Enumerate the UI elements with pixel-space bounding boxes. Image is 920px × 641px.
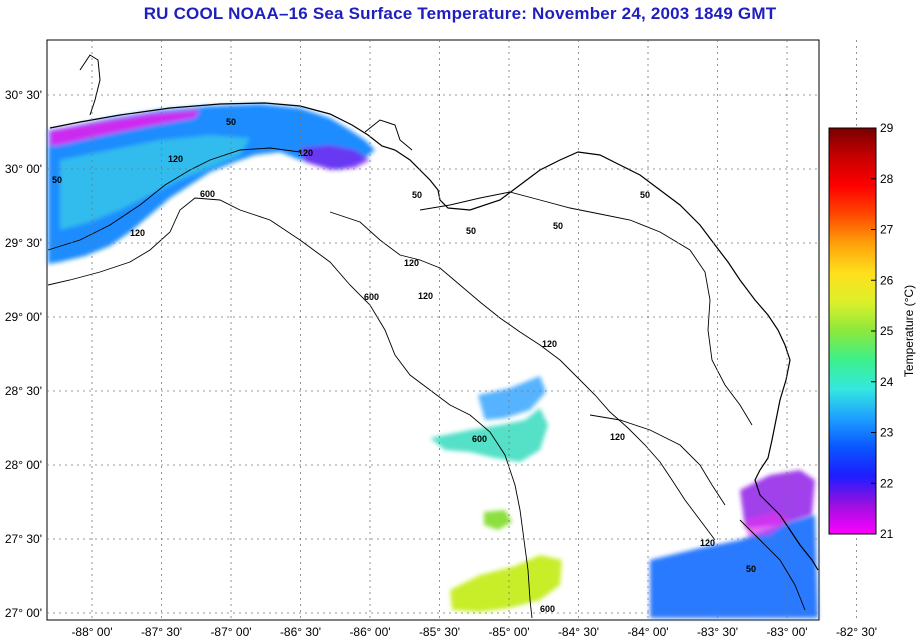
latitude-label: 27° 30': [5, 532, 42, 546]
latitude-label: 28° 00': [5, 458, 42, 472]
contour-label: 50: [412, 190, 422, 200]
latitude-label: 30° 00': [5, 162, 42, 176]
contour-label: 600: [472, 434, 487, 444]
longitude-label: -83° 00': [766, 625, 807, 639]
coastline: [49, 102, 819, 571]
sst-patch-south-yellow: [450, 555, 562, 612]
contour-label: 50: [226, 117, 236, 127]
longitude-label: -87° 00': [210, 625, 251, 639]
longitude-label: -86° 00': [349, 625, 390, 639]
longitude-label: -82° 30': [836, 625, 877, 639]
colorbar-tick-label: 21: [880, 527, 894, 541]
map-title: RU COOL NOAA–16 Sea Surface Temperature:…: [143, 4, 777, 23]
contour-label: 120: [168, 154, 183, 164]
contour-label: 600: [364, 292, 379, 302]
longitude-label: -86° 30': [280, 625, 321, 639]
longitude-labels: -88° 00' -87° 30' -87° 00' -86° 30' -86° 00'…: [71, 625, 877, 639]
contour-label: 50: [52, 175, 62, 185]
sst-patch-south: [484, 510, 512, 530]
bay-outline: [79, 54, 413, 151]
contour-label: 50: [553, 221, 563, 231]
sst-patch-coast-cold: [745, 512, 790, 536]
sst-swath-panhandle-cold-east: [300, 145, 370, 170]
sst-patch-tampa: [650, 515, 818, 618]
contour-label: 50: [640, 190, 650, 200]
longitude-label: -83° 30': [697, 625, 738, 639]
sst-swath-panhandle-warm: [60, 135, 250, 230]
contour-label: 600: [540, 604, 555, 614]
contour-label: 120: [130, 228, 145, 238]
sst-patch-shelf: [430, 408, 548, 462]
contour-label: 50: [746, 564, 756, 574]
colorbar-tick-label: 28: [880, 172, 894, 186]
contour-label: 120: [298, 148, 313, 158]
contour-label: 120: [700, 538, 715, 548]
latitude-labels: 30° 30' 30° 00' 29° 30' 29° 00' 28° 30' 28° 0…: [5, 88, 42, 620]
sst-patch-shelf-blue: [478, 376, 546, 420]
contour-labels: 50 50 120 120 120 600 50 50 50 120 600 1…: [52, 117, 756, 614]
colorbar-tick-label: 25: [880, 324, 894, 338]
contour-label: 120: [418, 291, 433, 301]
longitude-label: -88° 00': [71, 625, 112, 639]
colorbar-tick-label: 27: [880, 223, 894, 237]
sst-swath-panhandle-cold: [50, 110, 200, 146]
contour-label: 120: [542, 339, 557, 349]
latitude-label: 29° 00': [5, 310, 42, 324]
latitude-label: 30° 30': [5, 88, 42, 102]
longitude-label: -85° 00': [488, 625, 529, 639]
colorbar: 29 28 27 26 25 24 23 22 21 Temperature (°C): [828, 121, 916, 541]
colorbar-tick-label: 24: [880, 375, 894, 389]
contour-label: 600: [200, 189, 215, 199]
colorbar-tick-label: 26: [880, 273, 894, 287]
colorbar-label: Temperature (°C): [902, 285, 916, 377]
latitude-label: 27° 00': [5, 606, 42, 620]
contour-label: 120: [404, 258, 419, 268]
contour-label: 120: [610, 432, 625, 442]
colorbar-scale: [828, 127, 877, 535]
longitude-label: -84° 30': [558, 625, 599, 639]
contour-label: 50: [466, 226, 476, 236]
sst-data-layer: [48, 104, 818, 618]
colorbar-tick-label: 22: [880, 476, 894, 490]
colorbar-tick-label: 23: [880, 426, 894, 440]
longitude-label: -87° 30': [141, 625, 182, 639]
sst-swath-panhandle: [48, 104, 375, 264]
colorbar-tick-label: 29: [880, 121, 894, 135]
colorbar-ticks: 29 28 27 26 25 24 23 22 21: [871, 121, 894, 541]
longitude-label: -85° 30': [419, 625, 460, 639]
latitude-label: 28° 30': [5, 384, 42, 398]
sst-patch-tampa-cold: [740, 470, 815, 528]
longitude-label: -84° 00': [627, 625, 668, 639]
latitude-label: 29° 30': [5, 236, 42, 250]
